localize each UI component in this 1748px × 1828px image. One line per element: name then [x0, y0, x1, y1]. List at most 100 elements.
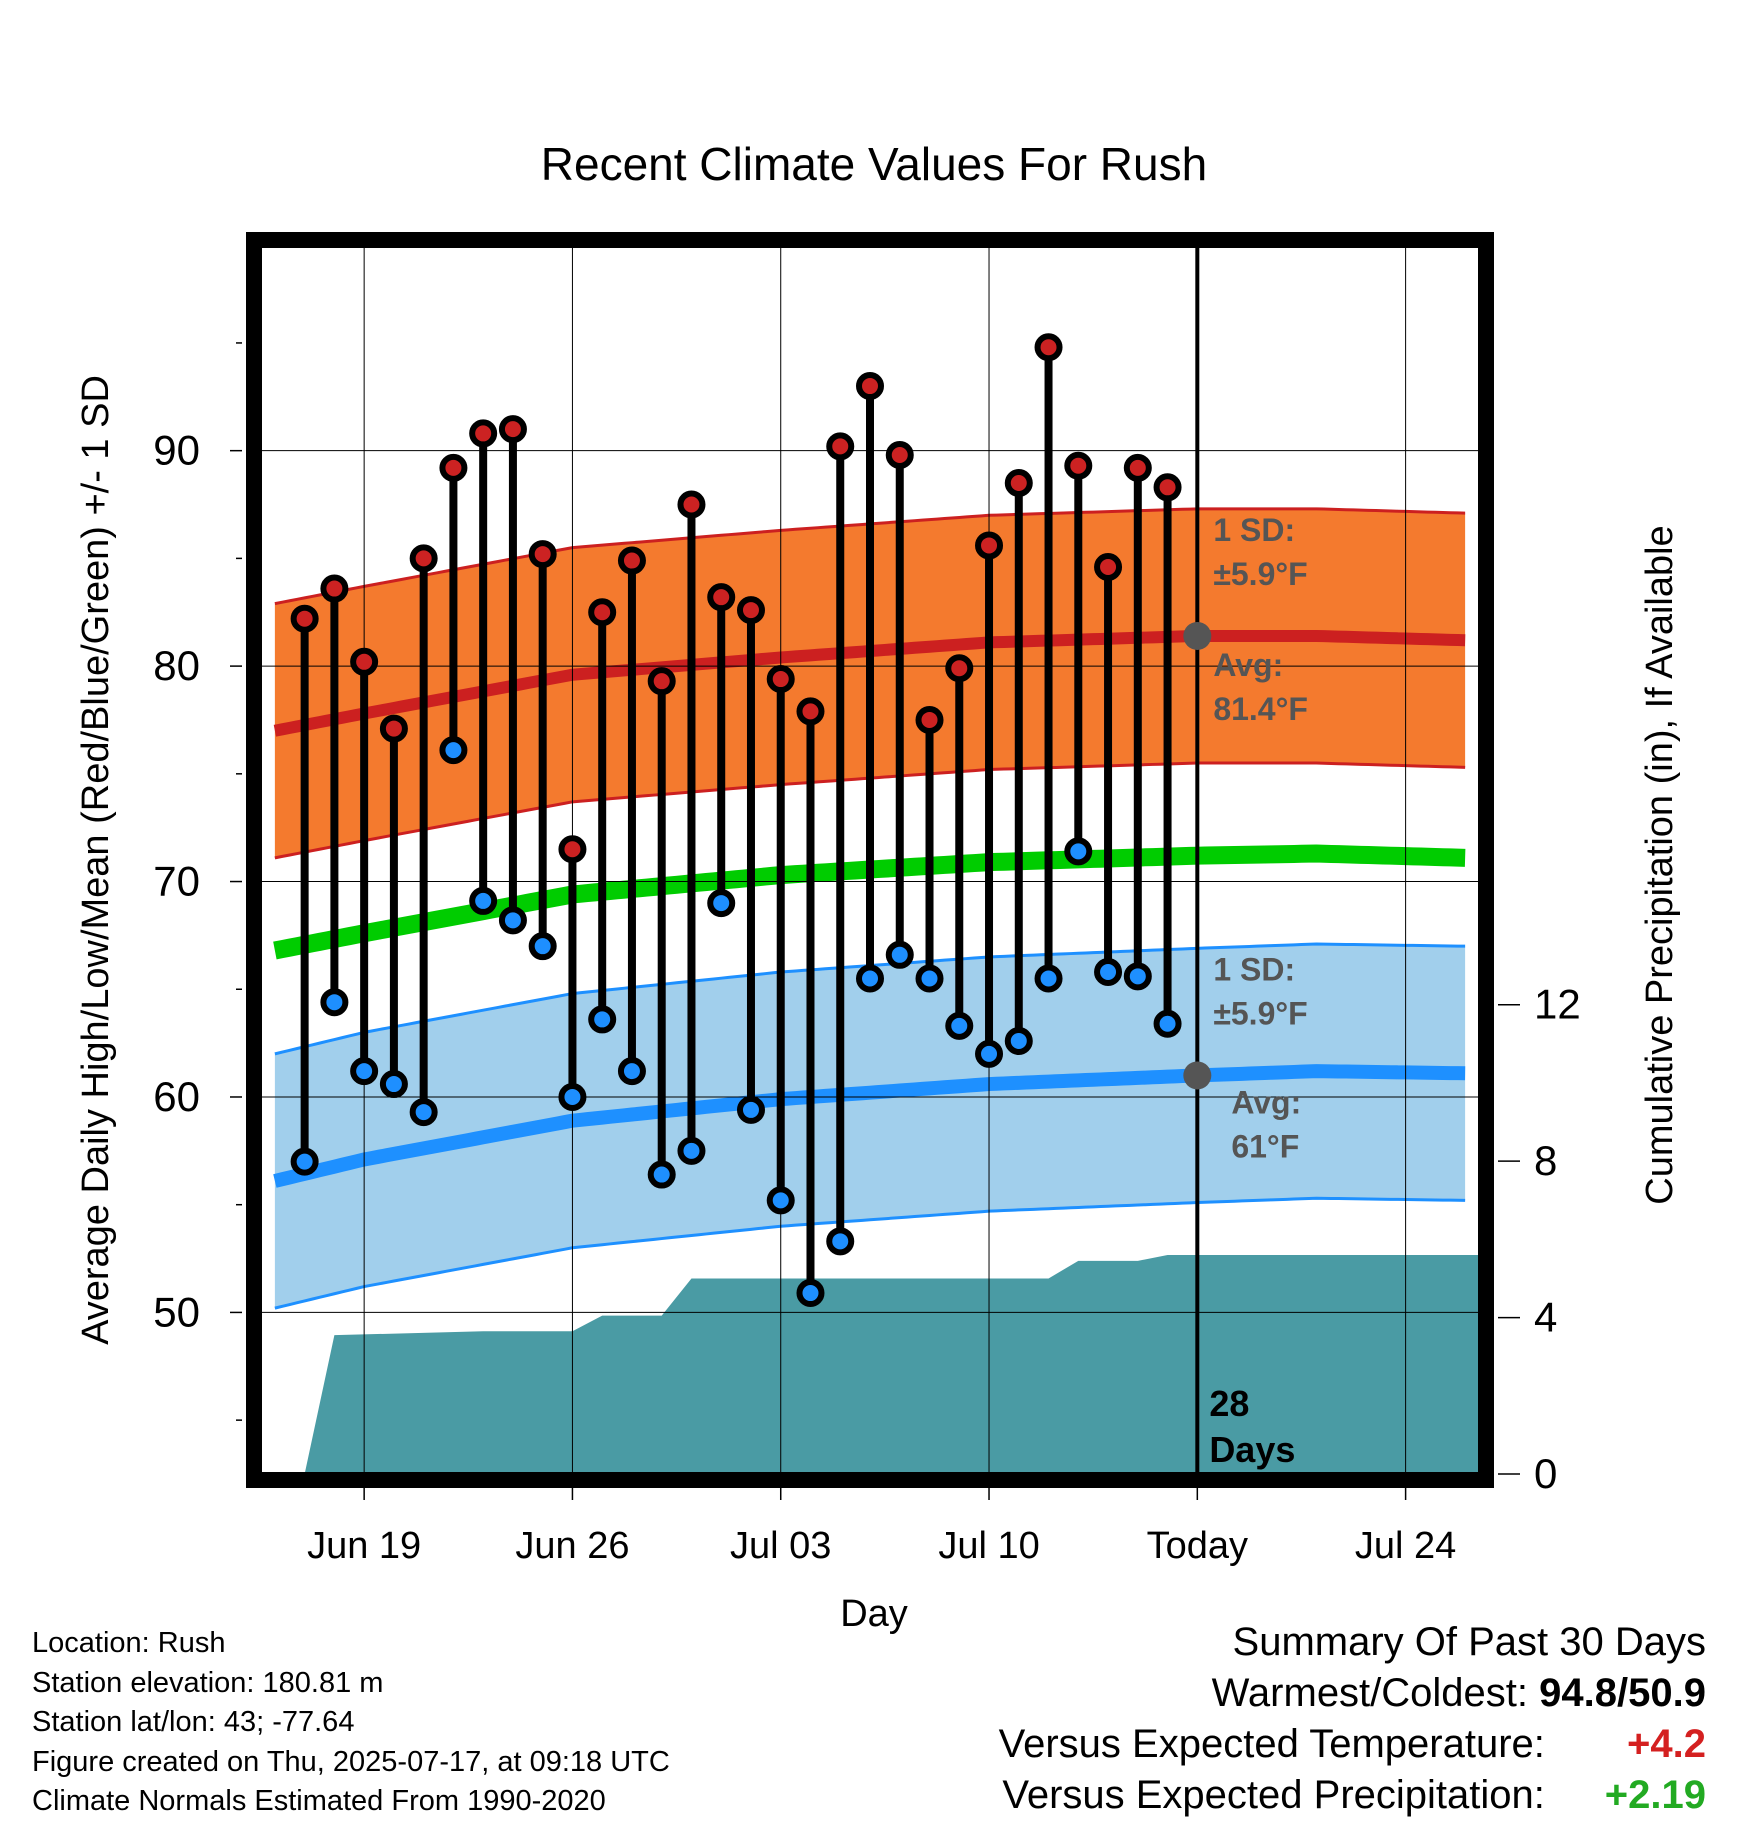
daily-high-point [915, 705, 944, 734]
warm-cold-label: Warmest/Coldest: [1211, 1671, 1529, 1715]
precip-anomaly-value: +2.19 [1604, 1773, 1706, 1817]
daily-high-point [469, 419, 498, 448]
daily-low-point [1064, 837, 1093, 866]
daily-low-point [826, 1227, 855, 1256]
y-tick-label: 80 [153, 642, 200, 689]
daily-high-point [409, 544, 438, 573]
y2-tick-label: 4 [1534, 1294, 1557, 1341]
daily-high-point [1094, 553, 1123, 582]
daily-high-point [498, 415, 527, 444]
annot-high-sd-value: ±5.9°F [1213, 556, 1307, 592]
x-tick-label: Jul 24 [1355, 1525, 1456, 1567]
daily-high-point [1034, 333, 1063, 362]
annot-high-avg-value: 81.4°F [1213, 691, 1308, 727]
annot-low-avg-label: Avg: [1231, 1084, 1301, 1120]
location-text: Location: Rush [32, 1627, 226, 1659]
y2-tick-label: 8 [1534, 1137, 1557, 1184]
summary-panel: Summary Of Past 30 Days Warmest/Coldest:… [999, 1617, 1706, 1821]
annot-low-sd-label: 1 SD: [1213, 951, 1295, 987]
daily-high-point [350, 647, 379, 676]
annot-high-sd-label: 1 SD: [1213, 512, 1295, 548]
daily-low-point [975, 1039, 1004, 1068]
x-tick-label: Jun 26 [515, 1525, 629, 1567]
temp-anomaly-value: +4.2 [1627, 1722, 1706, 1766]
daily-high-point [1004, 468, 1033, 497]
warm-cold-row: Warmest/Coldest: 94.8/50.9 [999, 1668, 1706, 1719]
daily-low-point [558, 1082, 587, 1111]
daily-low-point [707, 889, 736, 918]
daily-low-point [736, 1095, 765, 1124]
y2-tick-label: 12 [1534, 981, 1581, 1028]
daily-high-point [528, 540, 557, 569]
precip-area [304, 1254, 1480, 1474]
daily-low-point [945, 1011, 974, 1040]
temp-anomaly-row: Versus Expected Temperature: +4.2 [999, 1719, 1706, 1770]
y-tick-label: 70 [153, 858, 200, 905]
daily-high-point [439, 453, 468, 482]
daily-low-point [379, 1070, 408, 1099]
daily-low-point [647, 1160, 676, 1189]
daily-high-point [945, 654, 974, 683]
y-tick-label: 50 [153, 1288, 200, 1335]
x-tick-label: Jul 03 [730, 1525, 831, 1567]
created-text: Figure created on Thu, 2025-07-17, at 09… [32, 1745, 670, 1778]
daily-low-point [588, 1005, 617, 1034]
daily-high-point [290, 604, 319, 633]
today-avg-high-marker [1183, 621, 1212, 650]
daily-low-point [320, 988, 349, 1017]
daily-high-point [766, 665, 795, 694]
coldest-value: 50.9 [1628, 1671, 1706, 1715]
chart-title: Recent Climate Values For Rush [541, 138, 1207, 190]
daily-high-point [1153, 473, 1182, 502]
plot-area [260, 246, 1480, 1474]
daily-low-point [1094, 958, 1123, 987]
daily-low-point [1123, 962, 1152, 991]
daily-low-point [528, 932, 557, 961]
daily-low-point [350, 1057, 379, 1086]
daily-low-point [409, 1098, 438, 1127]
latlon-text: Station lat/lon: 43; -77.64 [32, 1706, 355, 1738]
separator: / [1617, 1671, 1629, 1715]
daily-low-point [617, 1057, 646, 1086]
daily-low-point [796, 1279, 825, 1308]
normals-text: Climate Normals Estimated From 1990-2020 [32, 1785, 606, 1817]
days-unit-label: Days [1209, 1429, 1295, 1470]
x-tick-label: Jul 10 [938, 1525, 1039, 1567]
daily-low-point [290, 1147, 319, 1176]
daily-high-point [647, 667, 676, 696]
daily-low-point [439, 736, 468, 765]
daily-low-point [1034, 964, 1063, 993]
elevation-text: Station elevation: 180.81 m [32, 1666, 384, 1699]
daily-high-point [588, 598, 617, 627]
daily-high-point [975, 531, 1004, 560]
daily-high-point [320, 574, 349, 603]
y-axis-label: Average Daily High/Low/Mean (Red/Blue/Gr… [75, 375, 117, 1345]
x-axis-label: Day [840, 1593, 908, 1635]
daily-high-point [826, 432, 855, 461]
summary-title: Summary Of Past 30 Days [1232, 1620, 1706, 1664]
y2-tick-label: 0 [1534, 1450, 1557, 1497]
avg-low-line [273, 1064, 1466, 1188]
precip-anomaly-row: Versus Expected Precipitation: +2.19 [999, 1770, 1706, 1821]
annot-low-avg-value: 61°F [1231, 1128, 1299, 1164]
annot-high-avg-label: Avg: [1213, 647, 1283, 683]
warmest-value: 94.8 [1539, 1671, 1618, 1715]
precip-anomaly-label: Versus Expected Precipitation: [1002, 1773, 1545, 1817]
daily-high-point [617, 546, 646, 575]
annot-low-sd-value: ±5.9°F [1213, 995, 1307, 1031]
x-tick-label: Jun 19 [307, 1525, 421, 1567]
x-tick-label: Today [1147, 1525, 1248, 1567]
y-tick-label: 90 [153, 427, 200, 474]
daily-low-point [677, 1136, 706, 1165]
warm-cold-values: 94.8/50.9 [1539, 1668, 1706, 1719]
daily-low-point [885, 940, 914, 969]
today-avg-low-marker [1183, 1061, 1212, 1090]
daily-low-point [766, 1186, 795, 1215]
daily-low-point [915, 964, 944, 993]
y2-axis-label: Cumulative Precipitation (in), If Availa… [1639, 525, 1681, 1204]
plot-frame [246, 232, 1494, 1488]
daily-low-point [856, 964, 884, 993]
daily-low-point [1004, 1026, 1033, 1055]
daily-high-point [707, 583, 736, 612]
